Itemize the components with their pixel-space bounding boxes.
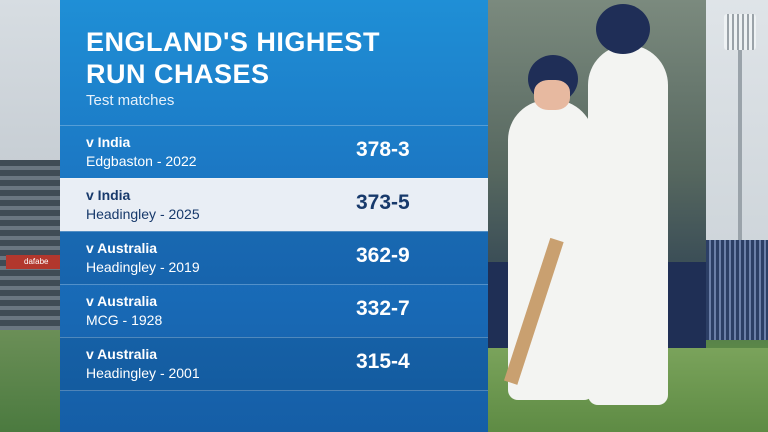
venue-label: MCG - 1928 bbox=[86, 312, 163, 328]
list-item: v Australia Headingley - 2019 362-9 bbox=[60, 231, 488, 284]
helmet-icon bbox=[596, 4, 650, 54]
stats-panel: ENGLAND'S HIGHEST RUN CHASES Test matche… bbox=[60, 0, 488, 432]
score-value: 315-4 bbox=[356, 350, 410, 373]
score-value: 362-9 bbox=[356, 244, 410, 267]
venue-label: Headingley - 2025 bbox=[86, 206, 200, 222]
floodlight-icon bbox=[724, 14, 756, 50]
title-line-1: ENGLAND'S HIGHEST bbox=[86, 27, 380, 57]
outfield bbox=[0, 330, 60, 432]
venue-label: Headingley - 2001 bbox=[86, 365, 200, 381]
players-photo bbox=[488, 0, 768, 432]
crowd bbox=[706, 240, 768, 340]
list-item: v Australia MCG - 1928 332-7 bbox=[60, 284, 488, 337]
page-title: ENGLAND'S HIGHEST RUN CHASES bbox=[86, 26, 466, 90]
opponent-label: v India bbox=[86, 187, 131, 203]
list-item-highlighted: v India Headingley - 2025 373-5 bbox=[60, 178, 488, 231]
player-face bbox=[534, 80, 570, 110]
subtitle: Test matches bbox=[86, 92, 175, 109]
score-value: 373-5 bbox=[356, 191, 410, 214]
player-right bbox=[588, 45, 668, 405]
opponent-label: v Australia bbox=[86, 240, 158, 256]
list-item: v Australia Headingley - 2001 315-4 bbox=[60, 337, 488, 391]
opponent-label: v Australia bbox=[86, 346, 158, 362]
stadium-background-left: dafabe bbox=[0, 0, 60, 432]
list-item: v India Edgbaston - 2022 378-3 bbox=[60, 125, 488, 178]
grandstand bbox=[0, 160, 60, 330]
venue-label: Edgbaston - 2022 bbox=[86, 153, 197, 169]
floodlight-pole bbox=[738, 20, 742, 260]
run-chase-list: v India Edgbaston - 2022 378-3 v India H… bbox=[60, 125, 488, 391]
title-line-2: RUN CHASES bbox=[86, 59, 270, 89]
venue-label: Headingley - 2019 bbox=[86, 259, 200, 275]
opponent-label: v Australia bbox=[86, 293, 158, 309]
advert-board: dafabe bbox=[6, 255, 60, 269]
score-value: 378-3 bbox=[356, 138, 410, 161]
score-value: 332-7 bbox=[356, 297, 410, 320]
opponent-label: v India bbox=[86, 134, 131, 150]
